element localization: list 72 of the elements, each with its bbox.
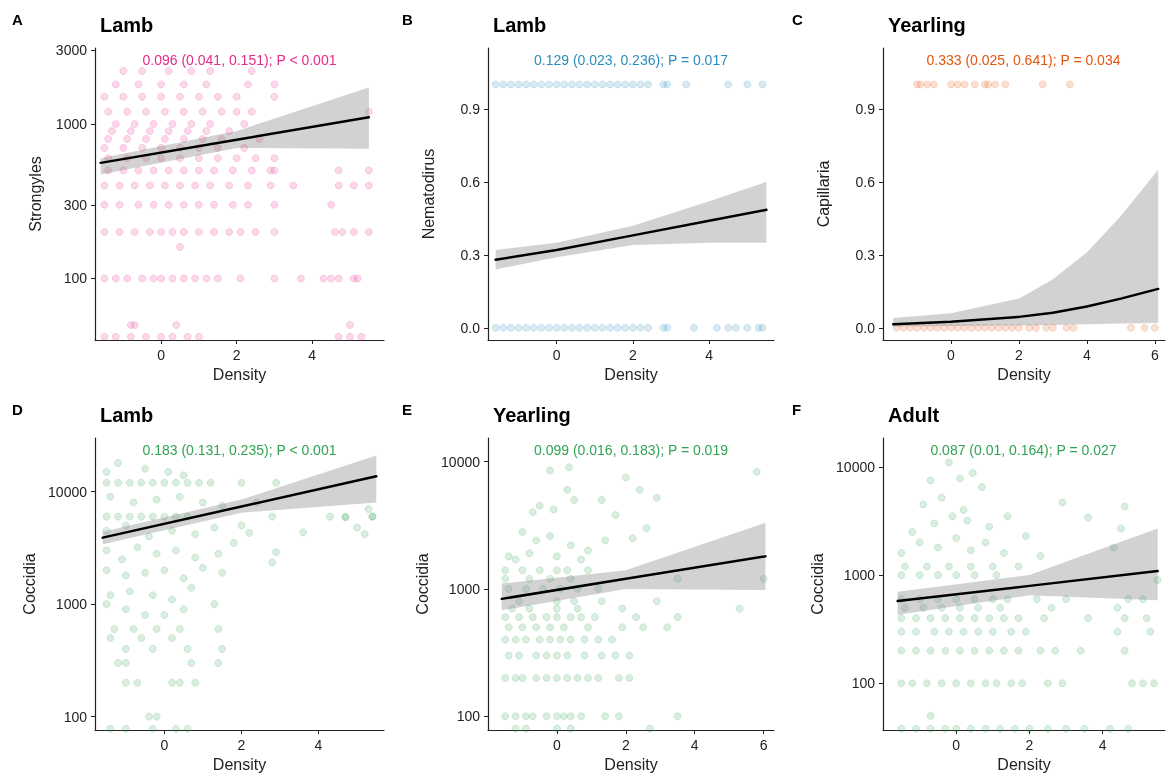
x-axis-title: Density (212, 366, 267, 384)
y-axis-title: Nematodirus (419, 148, 437, 240)
x-tick-label: 4 (308, 347, 317, 363)
line-series (494, 208, 768, 261)
y-tick-label: 100 (456, 708, 481, 725)
x-tick-label: 4 (1098, 737, 1107, 753)
x-axis-title: Density (604, 366, 658, 384)
y-tick-label: 10000 (48, 483, 88, 500)
y-tick-label: 300 (63, 196, 88, 213)
y-tick-label: 0.0 (855, 319, 876, 336)
chart-title: Lamb (493, 14, 547, 36)
y-tick-label: 0.9 (460, 100, 481, 117)
chart-title: Lamb (100, 14, 154, 36)
x-tick-label: 6 (759, 737, 768, 753)
chart-title: Adult (888, 404, 940, 426)
x-tick-label: 2 (237, 737, 246, 753)
x-tick-label: 6 (1150, 347, 1159, 363)
y-axis-title: Coccidia (808, 553, 826, 615)
x-axis-title: Density (604, 756, 658, 774)
x-tick-label: 4 (705, 347, 714, 363)
annotation: 0.099 (0.016, 0.183); P = 0.019 (534, 442, 729, 458)
x-tick-label: 2 (1015, 347, 1024, 363)
text: D (12, 401, 23, 418)
x-axis-title: Density (997, 756, 1051, 774)
annotation: 0.183 (0.131, 0.235); P < 0.001 (142, 442, 337, 458)
text: E (402, 401, 413, 418)
x-tick-label: 2 (1025, 737, 1034, 753)
x-tick-label: 0 (553, 737, 562, 753)
y-tick-label: 0.6 (855, 173, 876, 190)
annotation: 0.129 (0.023, 0.236); P = 0.017 (534, 52, 729, 68)
y-tick-label: 1000 (55, 596, 88, 613)
annotation: 0.096 (0.041, 0.151); P < 0.001 (142, 52, 337, 68)
y-tick-label: 100 (63, 270, 88, 287)
y-tick-label: 0.6 (460, 173, 481, 190)
y-tick-label: 1000 (55, 115, 88, 132)
y-axis-title: Capillaria (814, 160, 832, 228)
x-tick-label: 4 (314, 737, 323, 753)
text: F (792, 401, 802, 418)
y-axis-title: Coccidia (413, 553, 431, 615)
x-axis-title: Density (212, 756, 267, 774)
x-tick-label: 0 (157, 347, 166, 363)
x-tick-label: 0 (160, 737, 169, 753)
annotation: 0.333 (0.025, 0.641); P = 0.034 (926, 52, 1121, 68)
y-tick-label: 0.9 (855, 100, 876, 117)
x-tick-label: 0 (947, 347, 956, 363)
x-tick-label: 0 (552, 347, 561, 363)
x-tick-label: 2 (621, 737, 630, 753)
chart-title: Yearling (493, 404, 571, 426)
x-tick-label: 2 (232, 347, 241, 363)
y-tick-label: 100 (851, 675, 876, 692)
text: C (792, 11, 803, 28)
chart-title: Lamb (100, 404, 154, 426)
y-axis-title: Coccidia (20, 553, 38, 615)
text: A (12, 11, 23, 28)
annotation: 0.087 (0.01, 0.164); P = 0.027 (930, 442, 1117, 458)
y-tick-label: 100 (63, 708, 88, 725)
x-tick-label: 0 (952, 737, 961, 753)
y-axis-title: Strongyles (26, 156, 44, 232)
x-tick-label: 4 (1082, 347, 1091, 363)
y-tick-label: 0.3 (460, 246, 481, 263)
chart-title: Yearling (888, 14, 966, 36)
y-tick-label: 10000 (441, 453, 481, 470)
y-tick-label: 1000 (843, 567, 876, 584)
x-axis-title: Density (997, 366, 1051, 384)
y-tick-label: 0.0 (460, 319, 481, 336)
y-tick-label: 10000 (836, 458, 876, 475)
x-tick-label: 2 (629, 347, 638, 363)
y-tick-label: 1000 (448, 580, 481, 597)
x-tick-label: 4 (690, 737, 699, 753)
text: B (402, 11, 413, 28)
y-tick-label: 0.3 (855, 246, 876, 263)
y-tick-label: 3000 (55, 42, 88, 59)
